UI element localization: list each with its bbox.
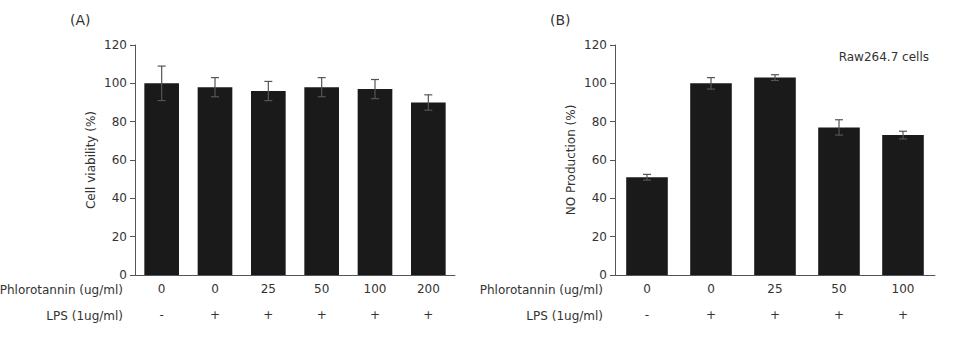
svg-text:+: + bbox=[898, 308, 908, 322]
svg-text:+: + bbox=[317, 308, 327, 322]
svg-text:+: + bbox=[370, 308, 380, 322]
svg-text:40: 40 bbox=[112, 191, 127, 205]
svg-text:0: 0 bbox=[211, 282, 219, 296]
svg-text:100: 100 bbox=[584, 76, 607, 90]
svg-text:40: 40 bbox=[592, 191, 607, 205]
svg-text:-: - bbox=[159, 308, 163, 322]
svg-text:Phlorotannin (ug/ml): Phlorotannin (ug/ml) bbox=[480, 283, 603, 297]
svg-text:(A): (A) bbox=[70, 12, 91, 28]
svg-text:+: + bbox=[423, 308, 433, 322]
svg-text:0: 0 bbox=[119, 268, 127, 282]
svg-text:60: 60 bbox=[112, 153, 127, 167]
svg-text:LPS (1ug/ml): LPS (1ug/ml) bbox=[526, 309, 603, 323]
svg-text:200: 200 bbox=[417, 282, 440, 296]
svg-text:+: + bbox=[210, 308, 220, 322]
svg-text:+: + bbox=[263, 308, 273, 322]
svg-text:100: 100 bbox=[892, 282, 915, 296]
svg-text:+: + bbox=[706, 308, 716, 322]
svg-text:50: 50 bbox=[831, 282, 846, 296]
svg-text:(B): (B) bbox=[550, 12, 571, 28]
svg-text:80: 80 bbox=[592, 115, 607, 129]
svg-text:0: 0 bbox=[158, 282, 166, 296]
svg-text:25: 25 bbox=[767, 282, 782, 296]
svg-text:100: 100 bbox=[104, 76, 127, 90]
svg-text:20: 20 bbox=[112, 230, 127, 244]
svg-text:Phlorotannin (ug/ml): Phlorotannin (ug/ml) bbox=[0, 283, 123, 297]
svg-text:120: 120 bbox=[584, 38, 607, 52]
svg-text:120: 120 bbox=[104, 38, 127, 52]
svg-text:60: 60 bbox=[592, 153, 607, 167]
svg-text:+: + bbox=[770, 308, 780, 322]
svg-text:-: - bbox=[645, 308, 649, 322]
svg-text:NO Production (%): NO Production (%) bbox=[564, 105, 578, 216]
svg-text:0: 0 bbox=[707, 282, 715, 296]
svg-text:80: 80 bbox=[112, 115, 127, 129]
svg-text:0: 0 bbox=[599, 268, 607, 282]
svg-text:100: 100 bbox=[364, 282, 387, 296]
svg-text:+: + bbox=[834, 308, 844, 322]
svg-text:0: 0 bbox=[643, 282, 651, 296]
svg-text:20: 20 bbox=[592, 230, 607, 244]
svg-text:50: 50 bbox=[314, 282, 329, 296]
svg-text:Raw264.7 cells: Raw264.7 cells bbox=[839, 50, 929, 64]
svg-text:Cell viability (%): Cell viability (%) bbox=[84, 111, 98, 209]
svg-text:LPS (1ug/ml): LPS (1ug/ml) bbox=[46, 309, 123, 323]
svg-text:25: 25 bbox=[261, 282, 276, 296]
